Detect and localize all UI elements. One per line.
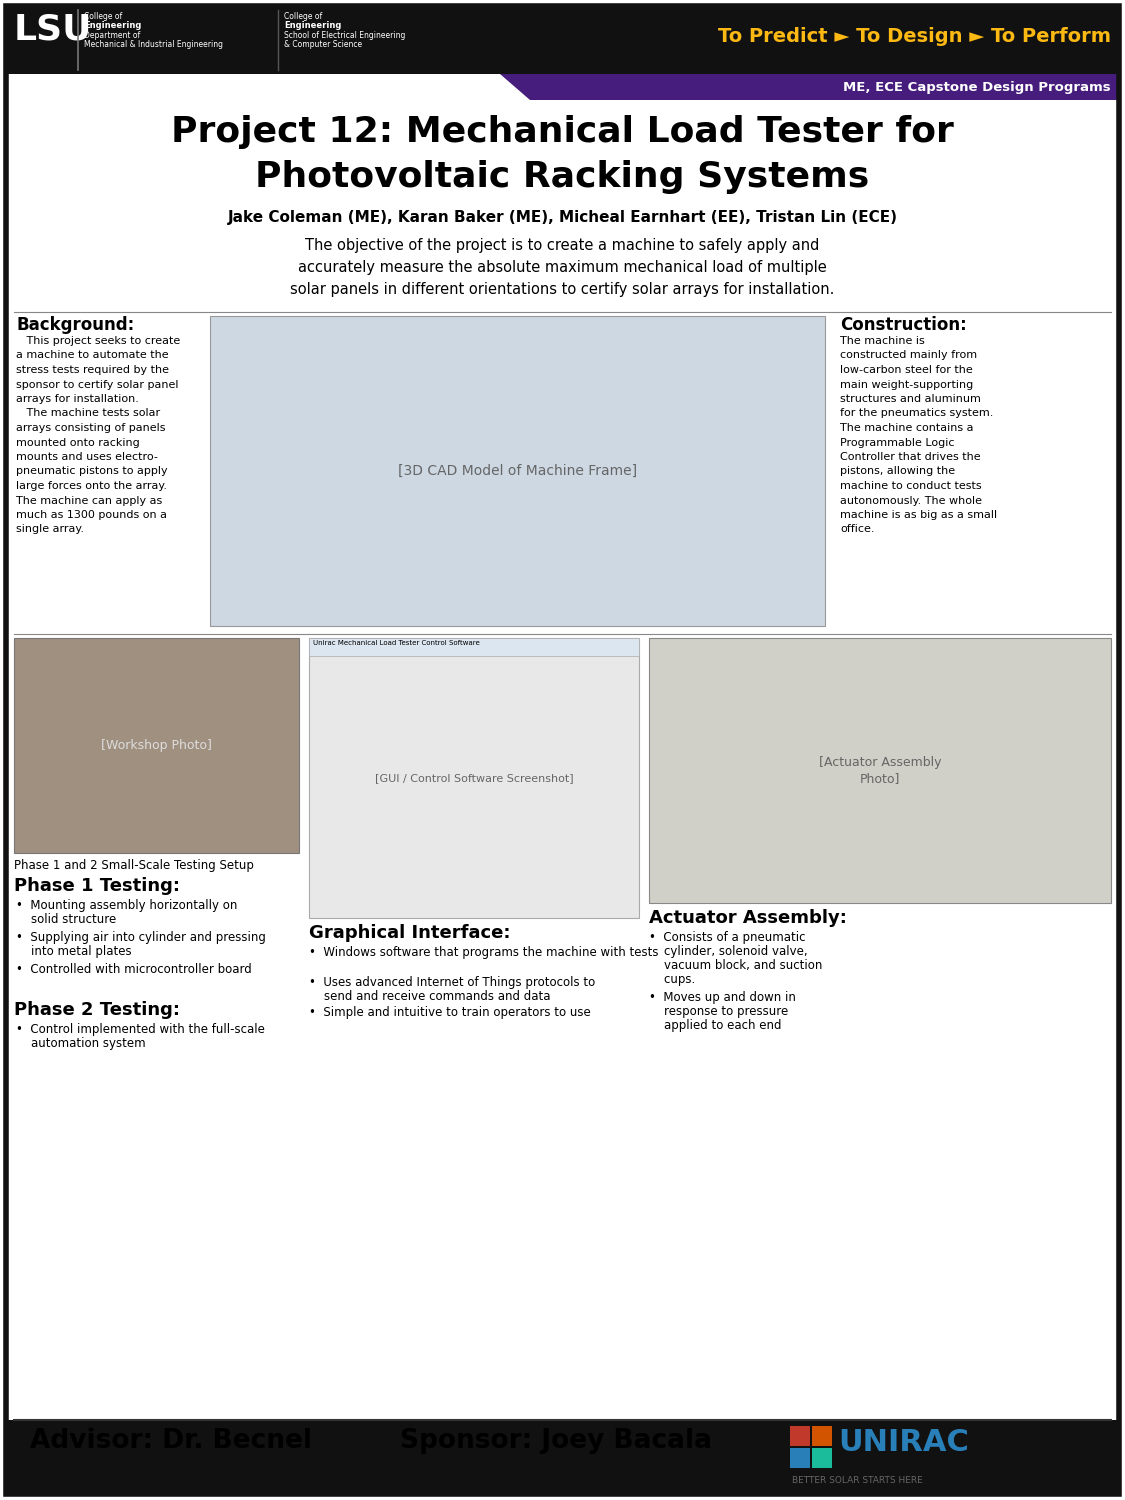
Text: •  Mounting assembly horizontally on: • Mounting assembly horizontally on <box>16 898 237 912</box>
Text: Jake Coleman (ME), Karan Baker (ME), Micheal Earnhart (EE), Tristan Lin (ECE): Jake Coleman (ME), Karan Baker (ME), Mic… <box>227 210 898 225</box>
Text: structures and aluminum: structures and aluminum <box>840 394 981 404</box>
Text: The machine can apply as: The machine can apply as <box>16 495 162 506</box>
Text: •  Windows software that programs the machine with tests: • Windows software that programs the mac… <box>309 946 658 958</box>
Text: arrays consisting of panels: arrays consisting of panels <box>16 423 165 433</box>
Text: School of Electrical Engineering: School of Electrical Engineering <box>284 32 405 40</box>
Text: ME, ECE Capstone Design Programs: ME, ECE Capstone Design Programs <box>844 81 1112 93</box>
Text: BETTER SOLAR STARTS HERE: BETTER SOLAR STARTS HERE <box>792 1476 922 1485</box>
Text: mounts and uses electro-: mounts and uses electro- <box>16 452 158 462</box>
Polygon shape <box>500 74 1119 100</box>
Text: office.: office. <box>840 525 874 534</box>
Bar <box>812 1448 832 1468</box>
Text: [3D CAD Model of Machine Frame]: [3D CAD Model of Machine Frame] <box>398 464 637 478</box>
Text: [Actuator Assembly
Photo]: [Actuator Assembly Photo] <box>819 756 942 784</box>
Text: for the pneumatics system.: for the pneumatics system. <box>840 408 993 419</box>
Text: Phase 1 and 2 Small-Scale Testing Setup: Phase 1 and 2 Small-Scale Testing Setup <box>14 859 254 871</box>
Bar <box>790 1426 810 1446</box>
Text: •  Control implemented with the full-scale: • Control implemented with the full-scal… <box>16 1023 264 1036</box>
Text: a machine to automate the: a machine to automate the <box>16 351 169 360</box>
Text: Phase 2 Testing:: Phase 2 Testing: <box>14 1000 180 1018</box>
Text: single array.: single array. <box>16 525 84 534</box>
Text: Construction:: Construction: <box>840 316 966 334</box>
Text: UNIRAC: UNIRAC <box>838 1428 969 1456</box>
Text: machine is as big as a small: machine is as big as a small <box>840 510 997 520</box>
Text: accurately measure the absolute maximum mechanical load of multiple: accurately measure the absolute maximum … <box>298 260 827 274</box>
Text: Background:: Background: <box>16 316 134 334</box>
Text: Photovoltaic Racking Systems: Photovoltaic Racking Systems <box>255 160 870 194</box>
Text: sponsor to certify solar panel: sponsor to certify solar panel <box>16 380 179 390</box>
Bar <box>14 638 299 854</box>
Text: College of: College of <box>284 12 322 21</box>
Text: [GUI / Control Software Screenshot]: [GUI / Control Software Screenshot] <box>375 772 574 783</box>
Bar <box>790 1448 810 1468</box>
Text: machine to conduct tests: machine to conduct tests <box>840 482 982 490</box>
Bar <box>309 638 639 656</box>
Bar <box>649 638 1112 903</box>
Text: Phase 1 Testing:: Phase 1 Testing: <box>14 878 180 896</box>
Bar <box>210 316 825 626</box>
Text: large forces onto the array.: large forces onto the array. <box>16 482 166 490</box>
Text: low-carbon steel for the: low-carbon steel for the <box>840 364 973 375</box>
Text: The machine tests solar: The machine tests solar <box>16 408 160 419</box>
Bar <box>6 6 1119 74</box>
Text: cups.: cups. <box>649 974 695 986</box>
Text: main weight-supporting: main weight-supporting <box>840 380 973 390</box>
Text: & Computer Science: & Computer Science <box>284 40 362 50</box>
Text: constructed mainly from: constructed mainly from <box>840 351 978 360</box>
Text: •  Moves up and down in: • Moves up and down in <box>649 992 795 1004</box>
Text: Programmable Logic: Programmable Logic <box>840 438 954 447</box>
Text: •  Uses advanced Internet of Things protocols to: • Uses advanced Internet of Things proto… <box>309 976 595 988</box>
Text: Mechanical & Industrial Engineering: Mechanical & Industrial Engineering <box>84 40 223 50</box>
Text: much as 1300 pounds on a: much as 1300 pounds on a <box>16 510 166 520</box>
Text: College of: College of <box>84 12 123 21</box>
Text: •  Simple and intuitive to train operators to use: • Simple and intuitive to train operator… <box>309 1007 591 1019</box>
Text: •  Consists of a pneumatic: • Consists of a pneumatic <box>649 932 806 944</box>
Bar <box>309 638 639 918</box>
Text: Sponsor: Joey Bacala: Sponsor: Joey Bacala <box>400 1428 712 1454</box>
Text: The machine contains a: The machine contains a <box>840 423 973 433</box>
Text: •  Supplying air into cylinder and pressing: • Supplying air into cylinder and pressi… <box>16 932 266 944</box>
Text: To Predict ► To Design ► To Perform: To Predict ► To Design ► To Perform <box>718 27 1112 45</box>
Text: pistons, allowing the: pistons, allowing the <box>840 466 955 477</box>
Text: cylinder, solenoid valve,: cylinder, solenoid valve, <box>649 945 808 958</box>
Bar <box>6 1420 1119 1494</box>
Text: mounted onto racking: mounted onto racking <box>16 438 140 447</box>
Text: Engineering: Engineering <box>84 21 142 30</box>
Text: The objective of the project is to create a machine to safely apply and: The objective of the project is to creat… <box>305 238 820 254</box>
Text: response to pressure: response to pressure <box>649 1005 789 1019</box>
Text: Engineering: Engineering <box>284 21 341 30</box>
Text: Unirac Mechanical Load Tester Control Software: Unirac Mechanical Load Tester Control So… <box>313 640 479 646</box>
Text: into metal plates: into metal plates <box>16 945 132 958</box>
Text: send and receive commands and data: send and receive commands and data <box>309 990 550 1004</box>
Text: Department of: Department of <box>84 32 141 40</box>
Text: arrays for installation.: arrays for installation. <box>16 394 138 404</box>
Text: solid structure: solid structure <box>16 914 116 926</box>
Text: LSU: LSU <box>14 12 92 46</box>
Text: •  Controlled with microcontroller board: • Controlled with microcontroller board <box>16 963 252 976</box>
Text: autonomously. The whole: autonomously. The whole <box>840 495 982 506</box>
Bar <box>812 1426 832 1446</box>
Text: The machine is: The machine is <box>840 336 925 346</box>
Text: applied to each end: applied to each end <box>649 1019 782 1032</box>
Text: vacuum block, and suction: vacuum block, and suction <box>649 958 822 972</box>
Text: Controller that drives the: Controller that drives the <box>840 452 981 462</box>
Text: solar panels in different orientations to certify solar arrays for installation.: solar panels in different orientations t… <box>290 282 835 297</box>
Bar <box>6 1480 1119 1494</box>
Text: Actuator Assembly:: Actuator Assembly: <box>649 909 847 927</box>
Text: stress tests required by the: stress tests required by the <box>16 364 169 375</box>
Text: This project seeks to create: This project seeks to create <box>16 336 180 346</box>
Text: Advisor: Dr. Becnel: Advisor: Dr. Becnel <box>30 1428 312 1454</box>
Text: pneumatic pistons to apply: pneumatic pistons to apply <box>16 466 168 477</box>
Text: Project 12: Mechanical Load Tester for: Project 12: Mechanical Load Tester for <box>171 116 954 148</box>
Text: Graphical Interface:: Graphical Interface: <box>309 924 511 942</box>
Text: [Workshop Photo]: [Workshop Photo] <box>101 740 212 752</box>
Text: automation system: automation system <box>16 1036 145 1050</box>
